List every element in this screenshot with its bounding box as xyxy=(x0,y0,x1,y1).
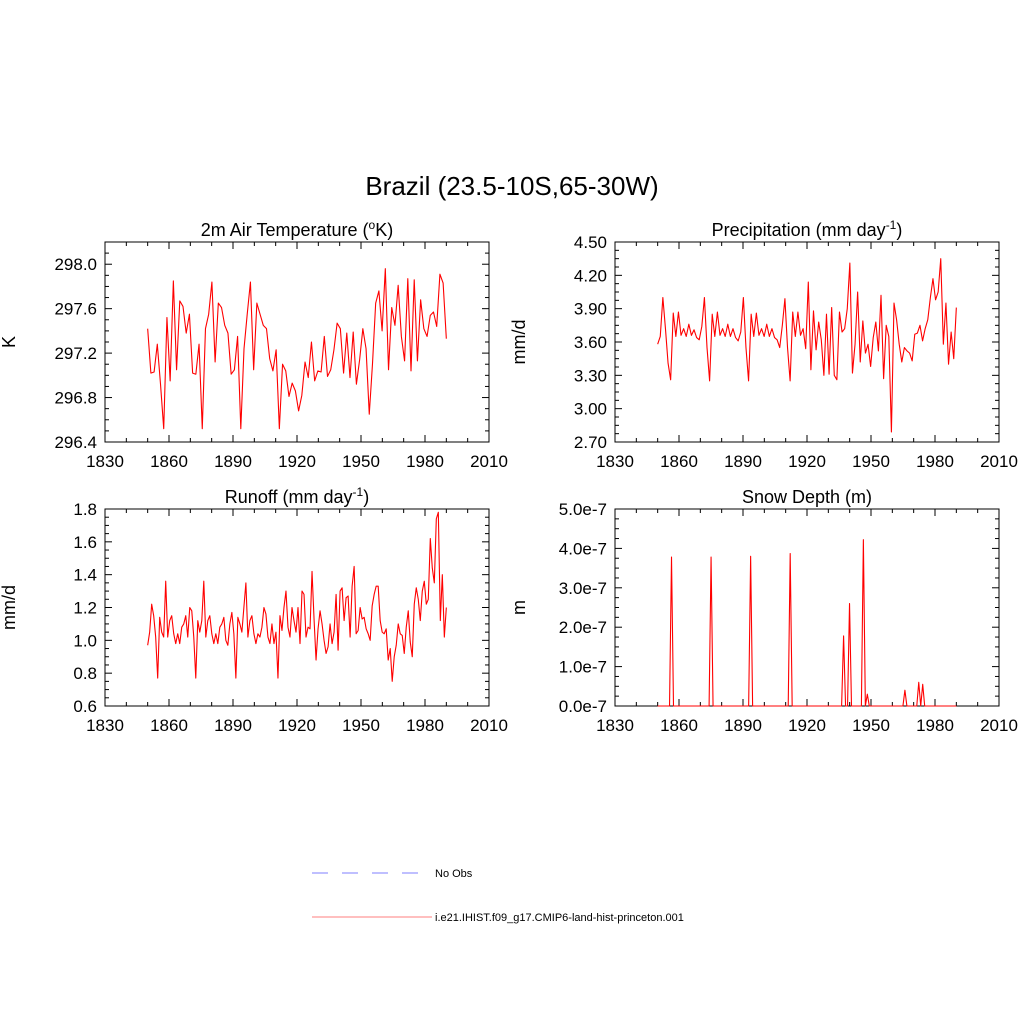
air-temp-x-tick-label: 2010 xyxy=(470,452,508,471)
air-temp-x-tick-label: 1920 xyxy=(278,452,316,471)
precip-x-tick-label: 1890 xyxy=(724,452,762,471)
runoff-plot-frame xyxy=(104,508,490,707)
snow-depth-y-tick-label: 1.0e-7 xyxy=(559,658,607,677)
precip-x-tick-label: 1950 xyxy=(852,452,890,471)
precip-y-tick-label: 4.50 xyxy=(574,233,607,252)
air-temp-y-axis-label: K xyxy=(0,336,19,348)
snow-depth-x-tick-label: 1950 xyxy=(852,716,890,735)
legend: No Obs i.e21.IHIST.f09_g17.CMIP6-land-hi… xyxy=(312,868,684,924)
precip-y-axis-label: mm/d xyxy=(509,320,529,365)
precip-y-tick-label: 4.20 xyxy=(574,266,607,285)
air-temp-panel: 2m Air Temperature (oK) K 1830 1860 1890 1920… xyxy=(0,218,508,471)
runoff-y-tick-label: 1.0 xyxy=(73,631,97,650)
snow-depth-x-tick-label: 1890 xyxy=(724,716,762,735)
page-title: Brazil (23.5-10S,65-30W) xyxy=(365,171,658,201)
precip-title: Precipitation (mm day-1) xyxy=(712,218,903,240)
precip-y-tick-label: 3.90 xyxy=(574,300,607,319)
precip-series-line xyxy=(657,258,957,433)
snow-depth-y-tick-label: 2.0e-7 xyxy=(559,618,607,637)
snow-depth-x-tick-label: 2010 xyxy=(980,716,1018,735)
precip-x-tick-label: 2010 xyxy=(980,452,1018,471)
runoff-x-tick-label: 1980 xyxy=(406,716,444,735)
legend-model-label: i.e21.IHIST.f09_g17.CMIP6-land-hist-prin… xyxy=(435,912,684,924)
snow-depth-panel: Snow Depth (m) m 1830 1860 1890 1920 1950 1980 2… xyxy=(509,487,1018,735)
air-temp-title: 2m Air Temperature (oK) xyxy=(201,218,393,240)
runoff-title: Runoff (mm day-1) xyxy=(225,485,369,507)
snow-depth-x-tick-label: 1860 xyxy=(660,716,698,735)
air-temp-x-tick-label: 1950 xyxy=(342,452,380,471)
snow-depth-x-tick-label: 1830 xyxy=(596,716,634,735)
air-temp-x-tick-label: 1830 xyxy=(86,452,124,471)
precip-y-tick-label: 2.70 xyxy=(574,433,607,452)
air-temp-y-tick-label: 298.0 xyxy=(54,255,97,274)
air-temp-x-tick-label: 1890 xyxy=(214,452,252,471)
precip-x-tick-label: 1920 xyxy=(788,452,826,471)
precip-x-tick-label: 1860 xyxy=(660,452,698,471)
snow-depth-y-axis-label: m xyxy=(509,600,529,615)
runoff-y-axis-label: mm/d xyxy=(0,585,19,630)
air-temp-x-tick-label: 1980 xyxy=(406,452,444,471)
runoff-y-tick-label: 0.8 xyxy=(73,664,97,683)
precip-y-tick-label: 3.30 xyxy=(574,366,607,385)
runoff-y-tick-label: 1.2 xyxy=(73,599,97,618)
runoff-x-tick-label: 1950 xyxy=(342,716,380,735)
legend-obs-label: No Obs xyxy=(435,868,473,880)
runoff-y-tick-label: 1.4 xyxy=(73,566,97,585)
snow-depth-x-tick-label: 1980 xyxy=(916,716,954,735)
runoff-x-tick-label: 1830 xyxy=(86,716,124,735)
air-temp-x-tick-label: 1860 xyxy=(150,452,188,471)
runoff-panel: Runoff (mm day-1) mm/d 1830 1860 1890 1920 195… xyxy=(0,485,508,735)
runoff-y-tick-label: 0.6 xyxy=(73,697,97,716)
air-temp-series-line xyxy=(147,268,447,430)
runoff-x-tick-label: 1890 xyxy=(214,716,252,735)
snow-depth-x-tick-label: 1920 xyxy=(788,716,826,735)
snow-depth-series-line xyxy=(657,539,957,707)
snow-depth-y-tick-label: 5.0e-7 xyxy=(559,500,607,519)
precip-y-tick-label: 3.60 xyxy=(574,333,607,352)
precip-y-tick-label: 3.00 xyxy=(574,400,607,419)
snow-depth-y-tick-label: 4.0e-7 xyxy=(559,539,607,558)
precip-x-tick-label: 1830 xyxy=(596,452,634,471)
runoff-series-line xyxy=(147,511,447,682)
precip-panel: Precipitation (mm day-1) mm/d 1830 1860 1890… xyxy=(509,218,1018,471)
runoff-y-tick-label: 1.6 xyxy=(73,533,97,552)
precip-x-tick-label: 1980 xyxy=(916,452,954,471)
runoff-y-tick-label: 1.8 xyxy=(73,500,97,519)
air-temp-y-tick-label: 296.4 xyxy=(54,433,97,452)
air-temp-y-tick-label: 296.8 xyxy=(54,389,97,408)
air-temp-y-tick-label: 297.6 xyxy=(54,300,97,319)
snow-depth-y-tick-label: 3.0e-7 xyxy=(559,579,607,598)
air-temp-y-tick-label: 297.2 xyxy=(54,344,97,363)
runoff-x-tick-label: 1920 xyxy=(278,716,316,735)
runoff-x-tick-label: 2010 xyxy=(470,716,508,735)
runoff-x-tick-label: 1860 xyxy=(150,716,188,735)
snow-depth-y-tick-label: 0.0e-7 xyxy=(559,697,607,716)
snow-depth-title: Snow Depth (m) xyxy=(742,487,872,507)
